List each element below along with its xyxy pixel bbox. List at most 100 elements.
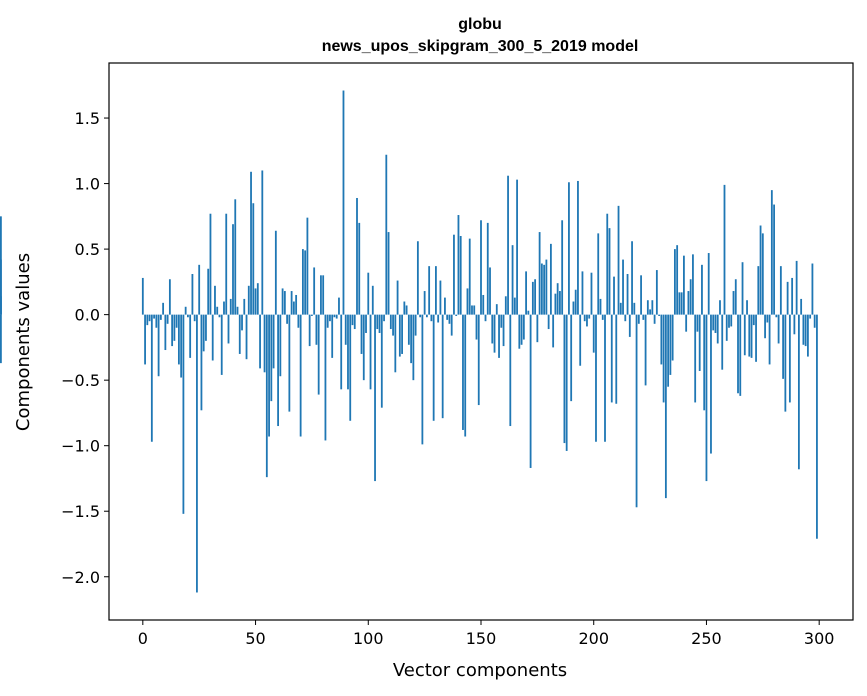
bar-8 (159, 314, 162, 320)
bar-195 (581, 271, 584, 315)
bar-233 (667, 314, 670, 387)
bar-296 (809, 314, 812, 319)
bar-undefined (0, 259, 2, 315)
bar-81 (324, 314, 327, 441)
bar-70 (299, 314, 302, 437)
bar-37 (225, 213, 228, 315)
bar-141 (459, 235, 462, 315)
bar-25 (198, 264, 201, 315)
bar-59 (274, 230, 277, 315)
bar-120 (412, 314, 415, 381)
bar-183 (554, 293, 557, 315)
bar-194 (579, 314, 582, 366)
bar-67 (292, 301, 295, 315)
bar-36 (223, 301, 225, 315)
bar-49 (252, 203, 255, 315)
bar-143 (464, 314, 467, 437)
bar-248 (701, 264, 703, 315)
bar-246 (696, 314, 699, 332)
bar-239 (680, 292, 683, 315)
x-tick-label: 150 (466, 629, 497, 648)
bar-215 (626, 274, 629, 315)
y-tick-label: −0.5 (61, 371, 100, 390)
x-axis-ticks: 0 50 100 150 200 250 300 (138, 620, 834, 648)
bar-47 (247, 285, 250, 315)
bar-256 (719, 300, 721, 315)
bar-40 (232, 224, 234, 315)
bar-74 (308, 314, 311, 347)
bar-185 (559, 291, 561, 315)
bar-14 (173, 314, 176, 341)
bar-158 (498, 314, 500, 358)
bar-263 (734, 279, 737, 315)
x-tick-label: 100 (353, 629, 384, 648)
x-axis-label: Vector components (393, 660, 567, 681)
y-tick-label: −1.5 (61, 502, 100, 521)
bar-189 (568, 182, 570, 315)
bar-114 (398, 314, 401, 357)
bar-283 (779, 266, 782, 315)
bar-159 (500, 314, 503, 328)
bar-45 (243, 298, 246, 315)
bar-211 (617, 205, 620, 315)
bar-167 (518, 314, 521, 349)
bar-65 (288, 314, 291, 412)
bar-83 (329, 314, 331, 322)
bar-273 (757, 266, 760, 315)
bar-15 (175, 314, 178, 328)
bar-71 (301, 249, 304, 315)
bar-90 (344, 314, 347, 345)
bar-214 (624, 314, 627, 322)
bar-146 (471, 305, 473, 315)
bar-106 (380, 314, 383, 408)
bar-148 (475, 314, 478, 340)
bar-151 (482, 294, 485, 315)
bar-11 (166, 314, 169, 324)
bar-41 (234, 199, 237, 315)
bar-241 (685, 314, 688, 332)
bar-24 (196, 314, 198, 593)
bar-179 (545, 259, 548, 315)
bar-250 (705, 314, 708, 482)
bar-228 (655, 270, 658, 315)
bar-33 (216, 306, 219, 315)
bar-266 (741, 262, 744, 315)
bar-252 (710, 314, 712, 454)
bar-39 (229, 298, 232, 315)
bar-121 (414, 314, 417, 336)
bar-53 (261, 170, 264, 315)
bar-203 (599, 298, 602, 315)
bar-26 (200, 314, 203, 411)
bar-3 (148, 314, 151, 322)
bar-28 (205, 314, 207, 341)
bar-97 (360, 314, 363, 354)
bar-216 (628, 314, 631, 337)
bar-82 (326, 314, 329, 328)
bar-276 (764, 314, 766, 339)
bar-255 (716, 314, 719, 344)
bar-107 (383, 314, 385, 322)
bar-207 (608, 228, 611, 315)
bar-18 (182, 314, 185, 514)
bar-112 (394, 314, 397, 373)
bar-140 (457, 215, 460, 315)
bar-164 (511, 245, 514, 315)
bar-142 (462, 314, 464, 430)
bar-93 (351, 314, 354, 326)
bar-66 (290, 291, 293, 315)
bar-196 (583, 314, 586, 322)
bar-34 (218, 314, 221, 318)
bar-7 (157, 314, 160, 377)
bar-94 (353, 314, 356, 330)
bar-149 (477, 314, 480, 406)
bar-22 (191, 274, 194, 315)
bar-174 (534, 279, 537, 315)
bar-285 (784, 314, 787, 412)
bar-137 (450, 314, 453, 336)
bar-126 (425, 314, 428, 318)
bar-198 (588, 314, 591, 319)
bar-274 (759, 225, 762, 315)
bar-6 (155, 314, 158, 328)
bar-271 (752, 314, 755, 326)
y-tick-label: 1.0 (75, 175, 100, 194)
